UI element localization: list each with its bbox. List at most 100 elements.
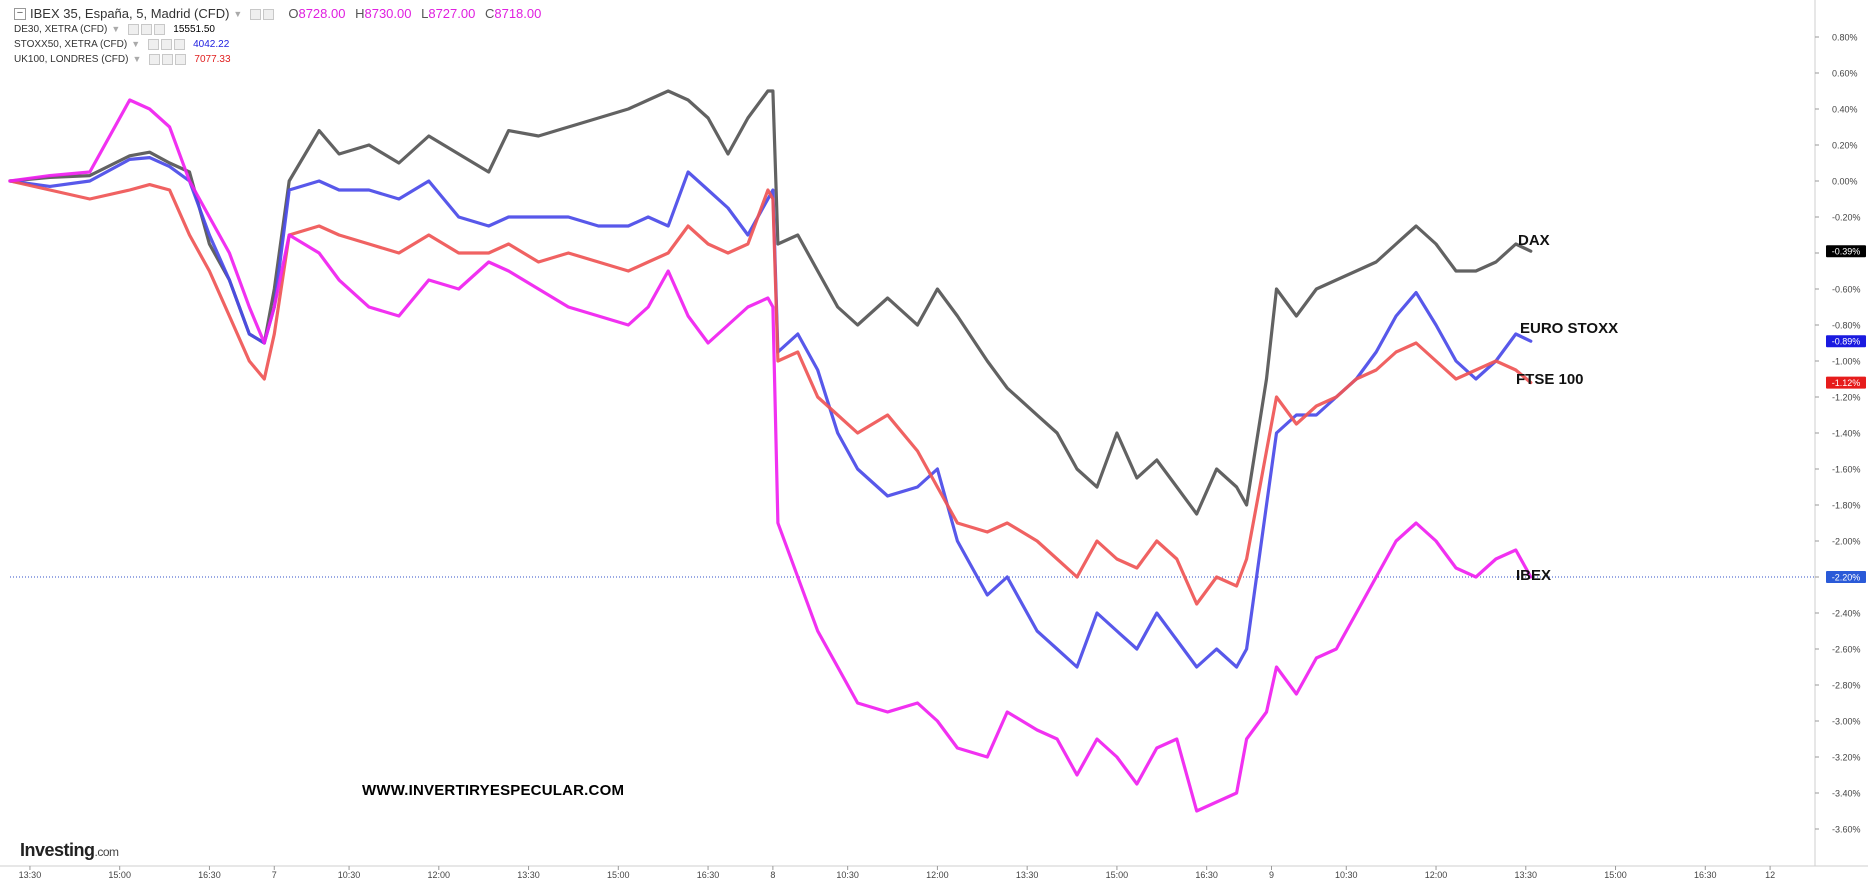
y-tick-label: -0.20% [1832, 213, 1861, 223]
compare-row-buttons [148, 39, 185, 50]
x-tick-label: 10:30 [1335, 870, 1358, 880]
ohlc-open-key: O [288, 6, 298, 21]
y-tick-label: -0.80% [1832, 321, 1861, 331]
y-tick-label: -2.40% [1832, 609, 1861, 619]
compare-symbol-name[interactable]: STOXX50, XETRA (CFD) [14, 37, 127, 52]
x-tick-label: 13:30 [1515, 870, 1538, 880]
y-tick-label: -1.40% [1832, 429, 1861, 439]
ohlc-values: O8728.00 H8730.00 L8727.00 C8718.00 [288, 6, 547, 22]
label-dax: DAX [1518, 232, 1550, 249]
chevron-down-icon[interactable]: ▼ [233, 6, 242, 22]
x-tick-label: 13:30 [19, 870, 42, 880]
ohlc-close: 8718.00 [494, 6, 541, 21]
legend-main-buttons [250, 9, 274, 20]
y-tick-label: -2.60% [1832, 645, 1861, 655]
y-tick-label: -2.00% [1832, 537, 1861, 547]
close-icon[interactable] [175, 54, 186, 65]
legend-main-row: − IBEX 35, España, 5, Madrid (CFD) ▼ O87… [14, 6, 547, 22]
x-tick-label: 12:00 [428, 870, 451, 880]
y-tick-label: -3.20% [1832, 753, 1861, 763]
series-line-euro-stoxx[interactable] [10, 158, 1531, 667]
series-line-ftse-100[interactable] [10, 181, 1531, 604]
x-tick-label: 10:30 [836, 870, 859, 880]
compare-symbol-value: 7077.33 [194, 52, 230, 67]
series-line-ibex[interactable] [10, 100, 1531, 811]
collapse-icon[interactable]: − [14, 8, 26, 20]
settings-icon[interactable] [148, 39, 159, 50]
x-tick-label: 8 [770, 870, 775, 880]
y-tick-label: -0.60% [1832, 285, 1861, 295]
legend-compare-row[interactable]: UK100, LONDRES (CFD) ▼ 7077.33 [14, 52, 547, 67]
x-tick-label: 16:30 [1195, 870, 1218, 880]
eye-icon[interactable] [263, 9, 274, 20]
x-tick-label: 16:30 [697, 870, 720, 880]
investing-logo[interactable]: Investing.com [20, 840, 119, 861]
last-value-label: -2.20% [1832, 573, 1861, 583]
x-tick-label: 13:30 [1016, 870, 1039, 880]
y-tick-label: -3.00% [1832, 717, 1861, 727]
eye-icon[interactable] [161, 39, 172, 50]
y-tick-label: 0.20% [1832, 141, 1858, 151]
compare-symbol-name[interactable]: DE30, XETRA (CFD) [14, 22, 107, 37]
chevron-down-icon[interactable]: ▼ [131, 37, 140, 52]
last-value-label: -0.89% [1832, 337, 1861, 347]
legend-compare-row[interactable]: DE30, XETRA (CFD) ▼ 15551.50 [14, 22, 547, 37]
settings-icon[interactable] [250, 9, 261, 20]
last-value-label: -0.39% [1832, 247, 1861, 257]
ohlc-close-key: C [485, 6, 494, 21]
x-tick-label: 15:00 [607, 870, 630, 880]
legend-compare-row[interactable]: STOXX50, XETRA (CFD) ▼ 4042.22 [14, 37, 547, 52]
y-tick-label: -1.60% [1832, 465, 1861, 475]
compare-row-buttons [128, 24, 165, 35]
x-tick-label: 13:30 [517, 870, 540, 880]
y-tick-label: 0.80% [1832, 33, 1858, 43]
x-tick-label: 12:00 [926, 870, 949, 880]
legend: − IBEX 35, España, 5, Madrid (CFD) ▼ O87… [14, 6, 547, 67]
y-tick-label: -3.40% [1832, 789, 1861, 799]
label-ibex: IBEX [1516, 567, 1551, 584]
y-tick-label: 0.00% [1832, 177, 1858, 187]
settings-icon[interactable] [128, 24, 139, 35]
label-ftse: FTSE 100 [1516, 371, 1584, 388]
watermark: WWW.INVERTIRYESPECULAR.COM [362, 782, 624, 799]
y-tick-label: 0.40% [1832, 105, 1858, 115]
brand-suffix: .com [95, 845, 119, 859]
x-tick-label: 10:30 [338, 870, 361, 880]
compare-symbol-value: 4042.22 [193, 37, 229, 52]
label-eurostoxx: EURO STOXX [1520, 320, 1618, 337]
x-tick-label: 16:30 [198, 870, 221, 880]
y-tick-label: -1.00% [1832, 357, 1861, 367]
main-symbol-title[interactable]: IBEX 35, España, 5, Madrid (CFD) [30, 6, 229, 22]
x-tick-label: 9 [1269, 870, 1274, 880]
compare-symbol-name[interactable]: UK100, LONDRES (CFD) [14, 52, 128, 67]
compare-symbol-value: 15551.50 [173, 22, 215, 37]
ohlc-low: 8727.00 [428, 6, 475, 21]
y-tick-label: -3.60% [1832, 825, 1861, 835]
y-tick-label: 0.60% [1832, 69, 1858, 79]
y-tick-label: -2.80% [1832, 681, 1861, 691]
ohlc-high: 8730.00 [364, 6, 411, 21]
x-tick-label: 15:00 [1604, 870, 1627, 880]
close-icon[interactable] [174, 39, 185, 50]
eye-icon[interactable] [162, 54, 173, 65]
chevron-down-icon[interactable]: ▼ [132, 52, 141, 67]
x-tick-label: 12:00 [1425, 870, 1448, 880]
chevron-down-icon[interactable]: ▼ [111, 22, 120, 37]
settings-icon[interactable] [149, 54, 160, 65]
x-tick-label: 15:00 [1106, 870, 1129, 880]
compare-row-buttons [149, 54, 186, 65]
ohlc-open: 8728.00 [298, 6, 345, 21]
eye-icon[interactable] [141, 24, 152, 35]
last-value-label: -1.12% [1832, 378, 1861, 388]
close-icon[interactable] [154, 24, 165, 35]
brand-name: Investing [20, 840, 95, 860]
x-tick-label: 16:30 [1694, 870, 1717, 880]
y-tick-label: -1.20% [1832, 393, 1861, 403]
y-tick-label: -1.80% [1832, 501, 1861, 511]
x-tick-label: 7 [272, 870, 277, 880]
x-tick-label: 15:00 [108, 870, 131, 880]
x-tick-label: 12 [1765, 870, 1775, 880]
